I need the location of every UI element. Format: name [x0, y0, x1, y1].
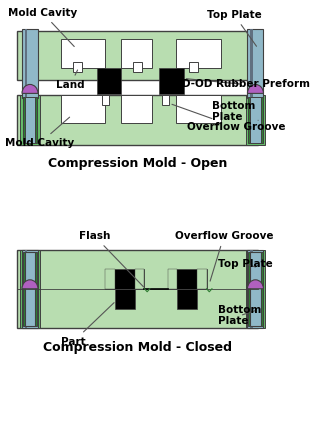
Bar — [248, 252, 263, 326]
Bar — [23, 97, 37, 143]
Wedge shape — [247, 84, 264, 94]
Bar — [22, 28, 38, 98]
Bar — [133, 62, 142, 73]
Bar — [20, 95, 40, 145]
Bar — [61, 38, 105, 69]
Text: Flash: Flash — [79, 231, 143, 287]
Bar — [159, 69, 184, 94]
Bar — [246, 250, 265, 328]
Text: Compression Mold - Open: Compression Mold - Open — [48, 157, 227, 170]
Bar — [250, 252, 261, 326]
Wedge shape — [247, 280, 264, 289]
Bar — [250, 97, 261, 143]
Bar — [122, 38, 151, 69]
Bar — [25, 28, 27, 98]
Bar — [168, 269, 177, 289]
Bar — [97, 69, 122, 94]
Text: ID-OD Rubber Preform: ID-OD Rubber Preform — [178, 79, 310, 90]
Bar — [189, 62, 198, 73]
Bar — [102, 95, 109, 105]
Text: Bottom
Plate: Bottom Plate — [218, 305, 262, 326]
Bar — [61, 95, 105, 123]
Bar — [25, 252, 35, 326]
Text: Top Plate: Top Plate — [207, 10, 261, 46]
Bar — [23, 252, 37, 326]
Bar — [17, 95, 258, 145]
Bar — [105, 269, 115, 289]
Bar — [177, 289, 197, 309]
Text: Land: Land — [56, 70, 84, 90]
Wedge shape — [22, 280, 38, 289]
Bar — [248, 97, 263, 143]
Text: Mold Cavity: Mold Cavity — [8, 8, 77, 46]
Bar — [162, 95, 169, 105]
Bar — [20, 250, 40, 328]
Bar — [17, 31, 258, 80]
Bar — [25, 97, 35, 143]
Text: Overflow Groove: Overflow Groove — [172, 104, 286, 132]
Bar — [176, 95, 221, 123]
Bar — [246, 95, 265, 145]
Bar — [168, 269, 207, 289]
Text: Bottom
Plate: Bottom Plate — [212, 101, 258, 122]
Bar — [197, 269, 207, 289]
Text: Top Plate: Top Plate — [218, 259, 273, 269]
Bar — [250, 28, 253, 98]
Bar — [247, 250, 264, 328]
Bar — [105, 269, 145, 289]
Bar — [25, 250, 27, 328]
Bar — [22, 250, 38, 328]
Bar — [73, 62, 82, 73]
Wedge shape — [22, 84, 38, 94]
Bar — [247, 28, 264, 98]
Bar — [115, 289, 135, 309]
Bar — [176, 38, 221, 69]
Bar — [250, 250, 253, 328]
Bar — [122, 95, 151, 123]
Text: Part: Part — [61, 303, 114, 347]
Text: Overflow Groove: Overflow Groove — [175, 231, 273, 281]
Bar — [135, 269, 145, 289]
Bar — [17, 250, 258, 328]
Text: Mold Cavity: Mold Cavity — [5, 117, 74, 148]
Text: Compression Mold - Closed: Compression Mold - Closed — [43, 341, 232, 354]
